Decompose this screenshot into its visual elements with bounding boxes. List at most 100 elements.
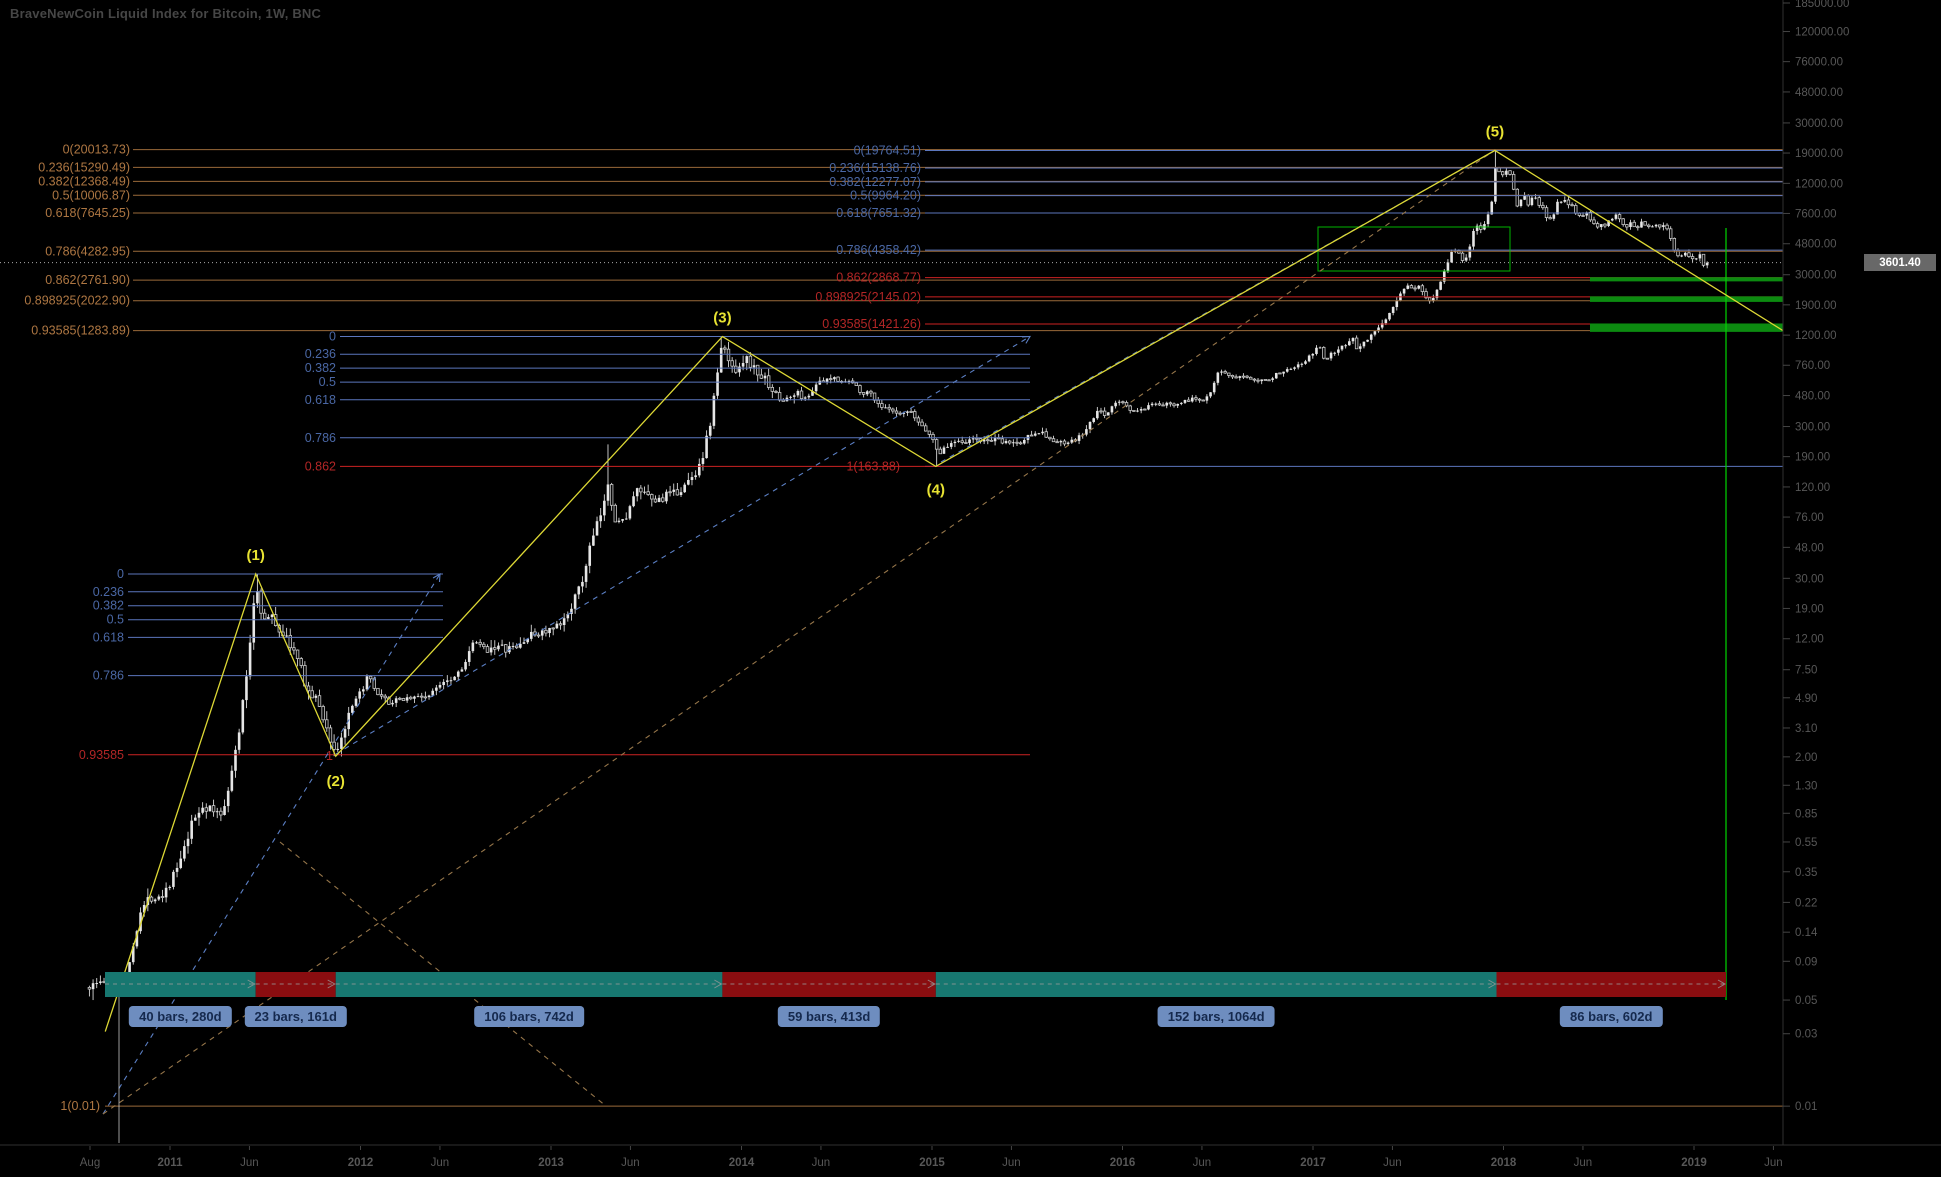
candle-body <box>657 497 661 502</box>
candle-body <box>1490 201 1494 215</box>
candle-body <box>777 392 782 401</box>
time-axis[interactable]: Aug 2011 Jun 2012 Jun 2013 Jun 2014 Jun 2015 Jun 20… <box>80 1146 1783 1169</box>
macro-fib[interactable]: 0(20013.73) 0.236(15290.49)0.382(12368.49… <box>24 143 1783 1114</box>
arrowhead-icon <box>432 573 441 583</box>
candle-body <box>1220 371 1223 373</box>
candle-body <box>1325 357 1330 360</box>
candle-body <box>599 515 602 522</box>
candle-body <box>497 645 500 650</box>
candle-body <box>1683 252 1687 256</box>
candle-body <box>584 565 588 582</box>
candle-body <box>310 690 314 699</box>
candle-body <box>1505 170 1508 175</box>
candle-body <box>343 729 347 738</box>
candle-body <box>413 696 416 699</box>
candle-body <box>464 661 467 670</box>
elliott-wave-overlay[interactable]: (1) (2) (3) (4) (5) <box>104 123 1784 1032</box>
candle-body <box>1121 401 1125 404</box>
duration-markers[interactable] <box>105 972 1727 997</box>
candle-body <box>1300 363 1304 365</box>
candle-body <box>1632 221 1636 228</box>
wave-count-label: (1) <box>247 547 265 564</box>
fib-level-label: 0.382(12277.07) <box>829 175 921 189</box>
candle-body <box>446 680 449 682</box>
candle-body <box>1132 410 1136 412</box>
candle-body <box>1099 410 1103 413</box>
candle-body <box>1230 375 1235 378</box>
dashed-trendline[interactable] <box>102 573 441 1115</box>
candle-body <box>1055 441 1059 444</box>
duration-chip[interactable]: 152 bars, 1064d <box>1157 1006 1275 1027</box>
candle-body <box>219 810 223 816</box>
candle-body <box>135 931 139 947</box>
candle-body <box>1293 367 1296 369</box>
candle-body <box>1307 355 1311 362</box>
wave-count-label: (3) <box>713 310 731 327</box>
wave-trendline[interactable] <box>104 149 1784 1032</box>
candle-body <box>1366 339 1369 342</box>
price-tick-label: 0.85 <box>1795 808 1817 820</box>
wave4-5-fib[interactable]: 0(19764.51) 0.236(15138.76)0.382(12277.07… <box>815 143 1783 473</box>
candle-body <box>449 680 453 682</box>
candle-body <box>1654 224 1658 227</box>
time-tick-label: 2013 <box>538 1157 564 1169</box>
duration-chip[interactable]: 59 bars, 413d <box>777 1006 881 1027</box>
duration-chip[interactable]: 23 bars, 161d <box>244 1006 347 1027</box>
target-zones[interactable] <box>1317 226 1783 1000</box>
candle-body <box>241 700 245 733</box>
dashed-trendlines[interactable] <box>102 149 1497 1115</box>
candle-body <box>317 695 322 707</box>
candle-body <box>920 421 924 427</box>
dashed-trendline[interactable] <box>335 336 1031 755</box>
candle-body <box>1106 412 1110 416</box>
candle-body <box>577 586 581 595</box>
fib-level-label: 0.5(10006.87) <box>52 188 130 202</box>
candle-body <box>1318 347 1322 349</box>
candle-body <box>1647 224 1651 227</box>
candle-body <box>836 376 840 382</box>
candle-body <box>665 491 668 502</box>
candle-body <box>164 887 168 898</box>
candle-body <box>325 719 329 729</box>
candle-body <box>1183 399 1187 403</box>
candle-body <box>646 491 650 495</box>
candle-body <box>1446 262 1450 272</box>
candle-body <box>1340 345 1344 350</box>
time-tick-label: 2015 <box>919 1157 945 1169</box>
time-tick-label: 2012 <box>348 1157 374 1169</box>
candle-body <box>514 645 519 649</box>
candle-body <box>566 614 570 619</box>
dashed-trendline[interactable] <box>102 151 1493 1115</box>
candle-body <box>1388 312 1391 320</box>
candle-body <box>204 807 208 812</box>
candle-body <box>1563 199 1567 202</box>
candle-body <box>1486 214 1490 225</box>
candle-body <box>712 395 716 426</box>
candle-body <box>314 695 318 698</box>
candle-body <box>1432 298 1435 301</box>
candle-body <box>1278 372 1282 375</box>
candle-body <box>1194 397 1198 400</box>
candle-body <box>131 946 135 963</box>
candlestick-series[interactable] <box>87 150 1709 1001</box>
candle-body <box>756 364 760 376</box>
candle-body <box>661 497 665 502</box>
candle-body <box>833 377 836 380</box>
target-zone-box[interactable] <box>1317 226 1511 272</box>
candle-body <box>639 487 643 493</box>
duration-chip[interactable]: 86 bars, 602d <box>1560 1006 1663 1027</box>
price-tick-label: 76.00 <box>1795 512 1824 524</box>
candle-body <box>362 689 365 692</box>
candle-body <box>1668 228 1673 239</box>
candle-body <box>1435 289 1439 299</box>
time-tick-label: 2017 <box>1300 1157 1326 1169</box>
candle-body <box>916 417 921 423</box>
duration-chip[interactable]: 40 bars, 280d <box>129 1006 232 1027</box>
arrowhead-icon <box>247 979 256 989</box>
price-axis[interactable]: 185000.00 120000.00 76000.00 48000.00 30000.… <box>1783 0 1849 1113</box>
fib-level-label: 0.862(2761.90) <box>45 273 130 287</box>
duration-chip[interactable]: 106 bars, 742d <box>474 1006 584 1027</box>
